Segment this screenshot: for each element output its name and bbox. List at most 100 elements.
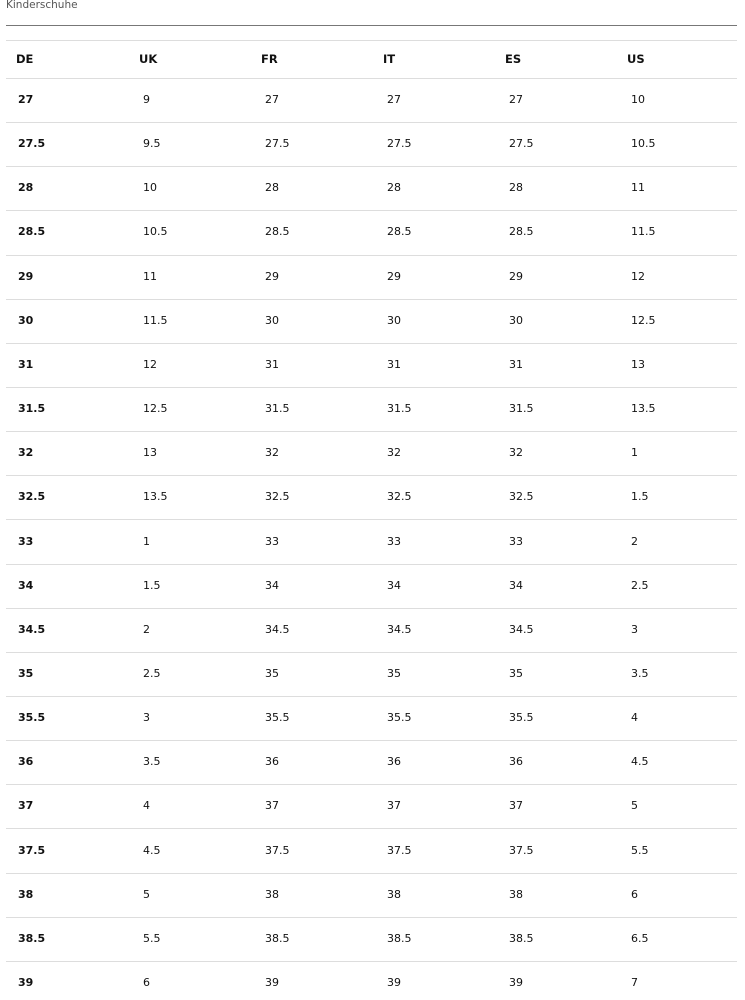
table-cell: 32.5 xyxy=(265,490,290,504)
table-cell: 2.5 xyxy=(143,666,161,680)
row-header-cell: 29 xyxy=(18,269,34,283)
table-cell: 28.5 xyxy=(509,225,534,239)
table-cell: 35 xyxy=(509,666,523,680)
row-header-cell: 38 xyxy=(18,887,34,901)
table-cell: 38.5 xyxy=(509,931,534,945)
table-cell: 36 xyxy=(265,755,279,769)
table-cell: 3 xyxy=(631,622,638,636)
row-header-cell: 30 xyxy=(18,313,34,327)
row-rule xyxy=(6,784,737,785)
table-cell: 39 xyxy=(509,976,523,989)
column-header: FR xyxy=(261,52,278,66)
table-cell: 38 xyxy=(509,887,523,901)
row-rule xyxy=(6,873,737,874)
table-cell: 32 xyxy=(387,446,401,460)
row-header-cell: 28.5 xyxy=(18,225,46,239)
table-cell: 27 xyxy=(387,93,401,106)
row-rule xyxy=(6,564,737,565)
header-rule xyxy=(6,78,737,79)
table-cell: 6 xyxy=(631,887,638,901)
table-cell: 4.5 xyxy=(631,755,649,769)
table-cell: 12 xyxy=(631,269,645,283)
table-cell: 9 xyxy=(143,93,150,106)
table-cell: 34.5 xyxy=(265,622,290,636)
table-cell: 34.5 xyxy=(387,622,412,636)
table-cell: 13 xyxy=(631,357,645,371)
table-cell: 32.5 xyxy=(387,490,412,504)
table-cell: 28.5 xyxy=(387,225,412,239)
table-cell: 36 xyxy=(387,755,401,769)
table-cell: 30 xyxy=(265,313,279,327)
table-cell: 29 xyxy=(265,269,279,283)
table-cell: 38 xyxy=(265,887,279,901)
table-cell: 37.5 xyxy=(387,843,412,857)
table-cell: 6.5 xyxy=(631,931,649,945)
table-cell: 34 xyxy=(265,578,279,592)
table-cell: 37 xyxy=(387,799,401,813)
table-cell: 11 xyxy=(631,181,645,195)
table-cell: 34 xyxy=(387,578,401,592)
table-cell: 27.5 xyxy=(387,137,412,151)
table-cell: 35 xyxy=(265,666,279,680)
table-cell: 38.5 xyxy=(265,931,290,945)
row-rule xyxy=(6,740,737,741)
row-header-cell: 37 xyxy=(18,799,34,813)
table-cell: 4 xyxy=(143,799,150,813)
row-header-cell: 34.5 xyxy=(18,622,46,636)
table-cell: 28.5 xyxy=(265,225,290,239)
table-cell: 30 xyxy=(387,313,401,327)
table-cell: 29 xyxy=(509,269,523,283)
table-cell: 33 xyxy=(509,534,523,548)
row-header-cell: 33 xyxy=(18,534,34,548)
table-cell: 37.5 xyxy=(265,843,290,857)
table-cell: 35 xyxy=(387,666,401,680)
page-title: Kinderschuhe xyxy=(6,0,78,11)
table-cell: 30 xyxy=(509,313,523,327)
row-rule xyxy=(6,122,737,123)
table-cell: 35.5 xyxy=(265,711,290,725)
table-cell: 37.5 xyxy=(509,843,534,857)
row-rule xyxy=(6,652,737,653)
table-cell: 27 xyxy=(265,93,279,106)
table-cell: 31.5 xyxy=(265,402,290,416)
row-rule xyxy=(6,343,737,344)
row-rule xyxy=(6,431,737,432)
table-cell: 2.5 xyxy=(631,578,649,592)
row-rule xyxy=(6,299,737,300)
table-cell: 34.5 xyxy=(509,622,534,636)
table-cell: 1 xyxy=(631,446,638,460)
table-cell: 10 xyxy=(143,181,157,195)
table-cell: 1.5 xyxy=(143,578,161,592)
table-cell: 37 xyxy=(509,799,523,813)
row-header-cell: 31.5 xyxy=(18,402,46,416)
table-cell: 35.5 xyxy=(509,711,534,725)
table-cell: 33 xyxy=(387,534,401,548)
row-header-cell: 38.5 xyxy=(18,931,46,945)
table-cell: 12.5 xyxy=(631,313,656,327)
table-cell: 13.5 xyxy=(143,490,168,504)
table-cell: 27.5 xyxy=(509,137,534,151)
row-header-cell: 36 xyxy=(18,755,34,769)
row-rule xyxy=(6,961,737,962)
table-cell: 5.5 xyxy=(631,843,649,857)
table-cell: 28 xyxy=(509,181,523,195)
table-cell: 13.5 xyxy=(631,402,656,416)
table-cell: 3 xyxy=(143,711,150,725)
row-rule xyxy=(6,917,737,918)
table-cell: 37 xyxy=(265,799,279,813)
table-cell: 11.5 xyxy=(631,225,656,239)
table-cell: 32 xyxy=(509,446,523,460)
table-cell: 7 xyxy=(631,976,638,989)
table-cell: 9.5 xyxy=(143,137,161,151)
table-cell: 13 xyxy=(143,446,157,460)
table-cell: 32 xyxy=(265,446,279,460)
column-header: IT xyxy=(383,52,396,66)
column-header: UK xyxy=(139,52,158,66)
table-cell: 31 xyxy=(387,357,401,371)
table-cell: 1.5 xyxy=(631,490,649,504)
column-header: DE xyxy=(16,52,34,66)
row-header-cell: 32.5 xyxy=(18,490,46,504)
row-header-cell: 35.5 xyxy=(18,711,46,725)
row-rule xyxy=(6,519,737,520)
